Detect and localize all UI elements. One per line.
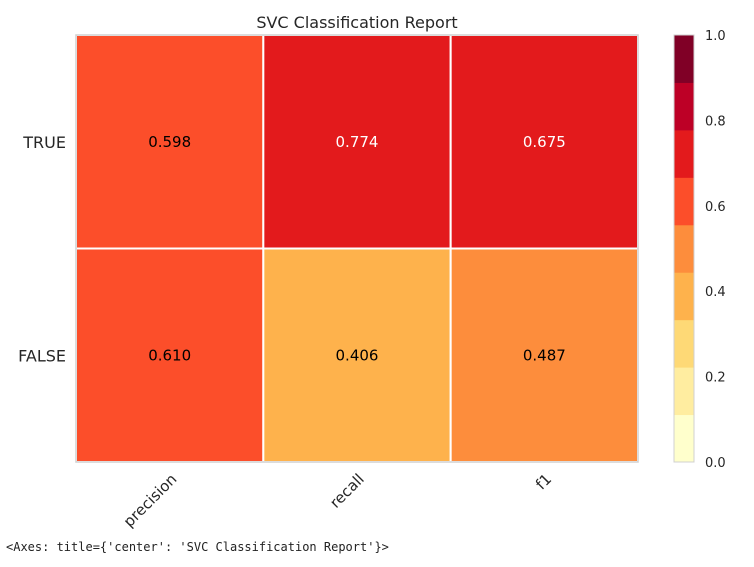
- heatmap-frame: [75, 34, 639, 463]
- colorbar-segment: [674, 129, 694, 178]
- colorbar-tick-label: 0.4: [705, 285, 726, 300]
- y-tick-label: TRUE: [22, 133, 66, 152]
- colorbar-segment: [674, 272, 694, 321]
- colorbar-segment: [674, 319, 694, 368]
- x-tick-labels: precision recall f1: [120, 470, 555, 531]
- cell-value-label: 0.487: [523, 346, 566, 364]
- colorbar-tick-label: 0.6: [705, 200, 726, 215]
- x-tick-label: precision: [120, 470, 181, 531]
- heatmap-cell: [75, 34, 265, 250]
- axes-repr-output: <Axes: title={'center': 'SVC Classificat…: [6, 540, 389, 554]
- colorbar-tick-label: 1.0: [705, 29, 726, 44]
- chart-title: SVC Classification Report: [256, 13, 457, 32]
- y-tick-labels: TRUE FALSE: [18, 133, 66, 366]
- heatmap-cell: [449, 247, 639, 463]
- colorbar-segment: [674, 82, 694, 131]
- cell-value-label: 0.675: [523, 133, 566, 151]
- colorbar: 0.0 0.2 0.4 0.6 0.8 1.0: [673, 29, 726, 471]
- colorbar-segment: [674, 224, 694, 273]
- heatmap-cells: 0.598 0.774 0.675 0.610 0.406 0.487: [75, 34, 639, 463]
- heatmap-cell: [75, 247, 265, 463]
- cell-value-label: 0.774: [336, 133, 379, 151]
- colorbar-tick-label: 0.2: [705, 371, 726, 386]
- colorbar-frame: [673, 34, 695, 463]
- colorbar-tick-label: 0.8: [705, 114, 726, 129]
- heatmap-cell: [262, 247, 452, 463]
- y-tick-label: FALSE: [18, 346, 66, 365]
- colorbar-tick-label: 0.0: [705, 456, 726, 471]
- colorbar-segment: [674, 367, 694, 416]
- heatmap-cell: [262, 34, 452, 250]
- cell-value-label: 0.598: [148, 133, 191, 151]
- colorbar-segment: [674, 35, 694, 83]
- colorbar-segment: [674, 177, 694, 226]
- colorbar-segment: [674, 414, 694, 463]
- cell-value-label: 0.610: [148, 346, 191, 364]
- cell-value-label: 0.406: [336, 346, 379, 364]
- x-tick-label: recall: [326, 470, 368, 512]
- x-tick-label: f1: [532, 470, 555, 493]
